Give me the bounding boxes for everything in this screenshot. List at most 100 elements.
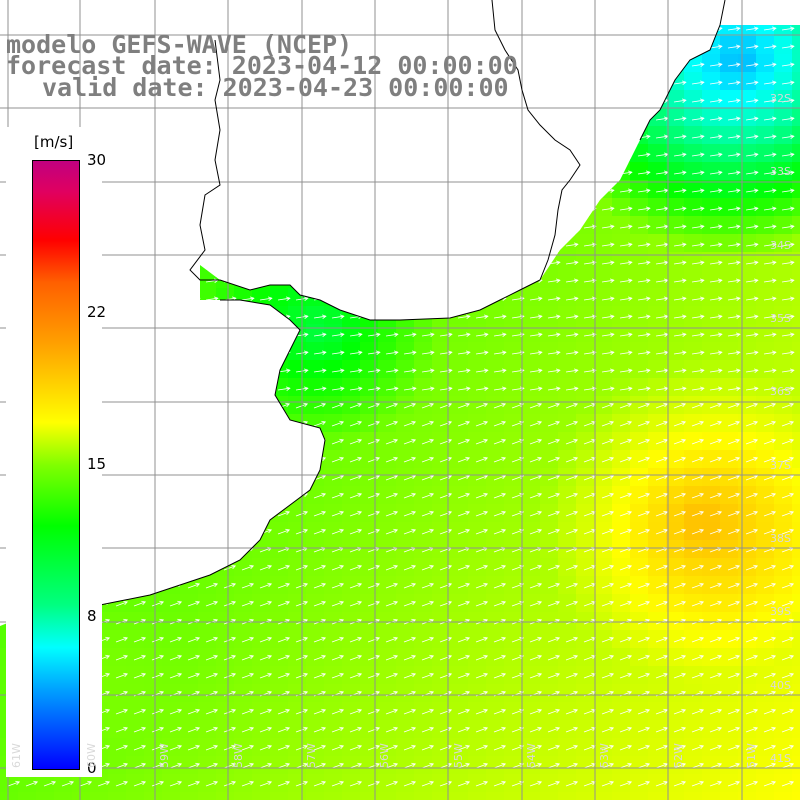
wind-cell <box>360 378 379 397</box>
wind-arrow <box>673 152 687 157</box>
wind-cell <box>162 756 181 775</box>
wind-cell <box>720 486 739 505</box>
wind-cell <box>450 756 469 775</box>
wind-cell <box>792 270 800 289</box>
wind-cell <box>270 576 289 595</box>
wind-arrow <box>637 206 651 211</box>
wind-arrow <box>205 744 219 751</box>
wind-cell <box>450 540 469 559</box>
wind-cell <box>234 666 253 685</box>
coastline-south <box>19 299 326 619</box>
wind-arrow <box>439 492 453 499</box>
wind-arrow <box>673 332 687 337</box>
wind-arrow <box>781 438 795 445</box>
wind-arrow <box>439 564 453 571</box>
wind-arrow <box>115 654 129 661</box>
wind-arrow <box>115 708 129 715</box>
wind-cell <box>576 576 595 595</box>
latitude-label: 39S <box>770 605 791 618</box>
wind-arrow <box>457 332 471 337</box>
wind-arrow <box>313 420 327 427</box>
wind-cell <box>324 306 343 325</box>
wind-arrow <box>763 492 777 499</box>
wind-cell <box>774 666 793 685</box>
wind-cell <box>684 558 703 577</box>
wind-arrow <box>403 708 417 715</box>
wind-cell <box>504 540 523 559</box>
wind-cell <box>684 774 703 793</box>
wind-cell <box>666 378 685 397</box>
wind-cell <box>720 630 739 649</box>
wind-cell <box>270 648 289 667</box>
wind-cell <box>558 342 577 361</box>
wind-arrow <box>709 278 723 283</box>
wind-cell <box>684 450 703 469</box>
wind-cell <box>630 486 649 505</box>
wind-arrow <box>619 744 633 751</box>
wind-cell <box>360 414 379 433</box>
wind-cell <box>720 648 739 667</box>
wind-cell <box>522 396 541 415</box>
wind-cell <box>540 486 559 505</box>
wind-cell <box>324 630 343 649</box>
wind-arrow <box>367 350 381 355</box>
wind-cell <box>576 630 595 649</box>
wind-arrow <box>601 402 615 409</box>
wind-arrow <box>205 708 219 715</box>
wind-arrow <box>457 314 471 319</box>
wind-arrow <box>349 780 363 787</box>
wind-cell <box>630 738 649 757</box>
wind-cell <box>720 540 739 559</box>
wind-cell <box>324 792 343 800</box>
wind-arrow <box>655 528 669 535</box>
wind-arrow <box>565 672 579 679</box>
wind-arrow <box>565 510 579 517</box>
wind-cell <box>666 432 685 451</box>
wind-arrow <box>475 510 489 517</box>
wind-arrow <box>367 708 381 715</box>
wind-arrow <box>403 600 417 607</box>
wind-cell <box>612 738 631 757</box>
wind-cell <box>504 774 523 793</box>
wind-cell <box>234 612 253 631</box>
wind-cell <box>396 432 415 451</box>
wind-cell <box>342 756 361 775</box>
wind-cell <box>756 738 775 757</box>
coastline <box>189 0 581 321</box>
wind-cell <box>468 378 487 397</box>
wind-cell <box>540 594 559 613</box>
wind-arrow <box>727 420 741 427</box>
wind-arrow <box>745 780 759 787</box>
wind-cell <box>666 666 685 685</box>
wind-cell <box>630 360 649 379</box>
wind-arrow <box>529 600 543 607</box>
wind-arrow <box>421 510 435 517</box>
wind-arrow <box>709 636 723 643</box>
wind-cell <box>450 486 469 505</box>
wind-cell <box>684 792 703 800</box>
wind-cell <box>720 522 739 541</box>
wind-arrow <box>673 600 687 607</box>
wind-cell <box>468 450 487 469</box>
wind-arrow <box>601 278 615 283</box>
wind-cell <box>342 792 361 800</box>
wind-cell <box>522 540 541 559</box>
wind-arrow <box>331 510 345 517</box>
wind-cell <box>702 612 721 631</box>
wind-arrow <box>475 332 489 337</box>
wind-arrow <box>727 260 741 265</box>
wind-cell <box>576 234 595 253</box>
wind-cell <box>792 450 800 469</box>
wind-cell <box>450 450 469 469</box>
wind-arrow <box>349 438 363 445</box>
wind-cell <box>630 630 649 649</box>
wind-arrow <box>403 420 417 427</box>
wind-cell <box>234 774 253 793</box>
wind-cell <box>486 648 505 667</box>
wind-arrow <box>727 402 741 409</box>
wind-arrow <box>493 564 507 571</box>
wind-cell <box>468 522 487 541</box>
wind-arrow <box>547 314 561 319</box>
wind-arrow <box>781 242 795 247</box>
wind-cell <box>684 396 703 415</box>
